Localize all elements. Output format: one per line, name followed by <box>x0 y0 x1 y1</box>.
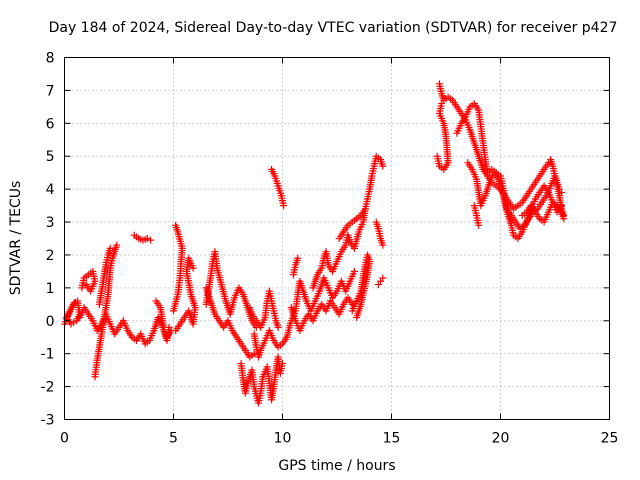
x-tick-label: 5 <box>169 431 178 447</box>
data-point <box>294 254 302 262</box>
data-point <box>143 235 151 242</box>
data-point <box>113 241 121 249</box>
data-point <box>279 360 286 368</box>
data-point <box>353 313 361 321</box>
y-tick-label: 5 <box>46 149 55 165</box>
data-points <box>61 80 568 407</box>
x-tick-label: 10 <box>274 431 292 447</box>
chart-title: Day 184 of 2024, Sidereal Day-to-day VTE… <box>49 20 618 36</box>
data-point <box>438 100 446 108</box>
data-point <box>106 244 114 252</box>
data-point <box>379 241 387 249</box>
data-point <box>189 264 197 272</box>
y-tick-label: -1 <box>41 347 55 363</box>
y-tick-label: 2 <box>46 248 55 264</box>
data-point <box>70 299 78 307</box>
y-tick-label: 3 <box>46 215 55 231</box>
plot-frame <box>64 57 610 420</box>
y-tick-label: -2 <box>41 380 55 396</box>
x-tick-label: 25 <box>601 431 619 447</box>
x-tick-label: 0 <box>60 431 69 447</box>
data-point <box>379 162 387 170</box>
axis-ticks: 0 5 10 15 20 25 -3 -2 -1 0 1 2 3 4 5 6 7 8 <box>41 51 619 447</box>
data-point <box>560 215 568 223</box>
data-point <box>147 236 155 244</box>
y-tick-label: 6 <box>46 116 55 132</box>
y-axis-label: SDTVAR / TECUs <box>8 181 24 296</box>
x-tick-label: 20 <box>492 431 510 447</box>
data-point <box>350 267 358 275</box>
data-point <box>250 350 258 358</box>
data-point <box>280 202 288 210</box>
y-tick-label: 0 <box>46 314 55 330</box>
data-point <box>379 274 387 282</box>
data-point <box>274 323 282 331</box>
data-point <box>475 221 483 229</box>
y-tick-label: 1 <box>46 281 55 297</box>
y-tick-label: 8 <box>46 51 55 67</box>
y-tick-label: -3 <box>41 413 55 429</box>
data-point <box>82 281 90 289</box>
data-point <box>361 205 369 213</box>
x-tick-label: 15 <box>383 431 401 447</box>
data-point <box>172 221 180 229</box>
y-tick-label: 4 <box>46 182 55 198</box>
y-tick-label: 7 <box>46 83 55 99</box>
data-point <box>165 323 173 331</box>
x-axis-label: GPS time / hours <box>278 458 395 474</box>
